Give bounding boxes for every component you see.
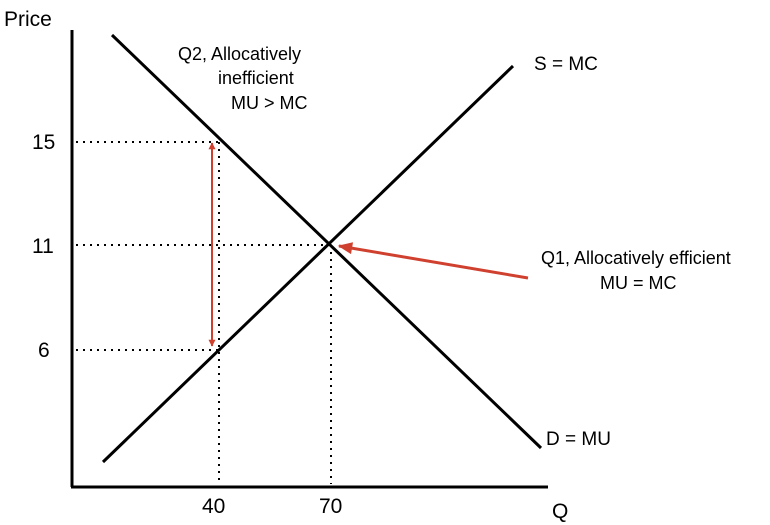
y-axis-title: Price <box>4 8 52 31</box>
demand-curve <box>110 33 543 450</box>
x-tick-label-40: 40 <box>202 495 225 518</box>
x-axis-title: Q <box>552 500 568 523</box>
q2-annotation-line-3: MU > MC <box>231 93 308 113</box>
q2-annotation-line-2: inefficient <box>218 68 294 88</box>
y-tick-label-11: 11 <box>32 235 54 258</box>
x-tick-label-70: 70 <box>319 495 342 518</box>
q2-annotation-line-1: Q2, Allocatively <box>178 44 301 64</box>
y-tick-label-6: 6 <box>38 339 50 362</box>
demand-curve-label: D = MU <box>546 429 611 450</box>
q1-annotation-line-2: MU = MC <box>600 273 677 293</box>
q1-annotation-line-1: Q1, Allocatively efficient <box>541 248 731 268</box>
supply-curve <box>101 64 515 464</box>
y-tick-label-15: 15 <box>32 131 55 154</box>
supply-curve-label: S = MC <box>534 54 598 75</box>
efficient-point-arrow <box>337 242 529 280</box>
